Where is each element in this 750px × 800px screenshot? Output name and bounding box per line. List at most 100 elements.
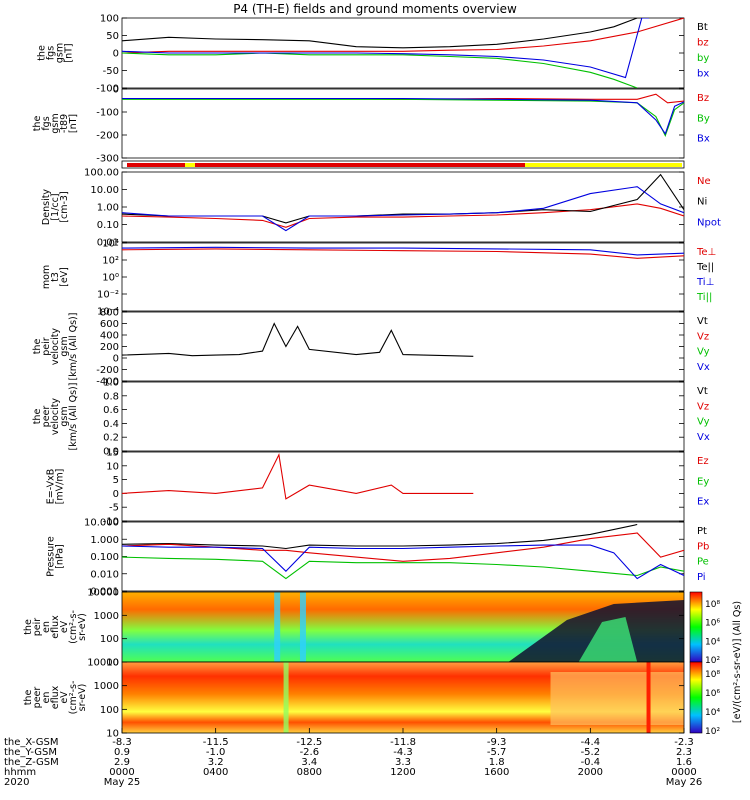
x-axis-row-label: the_Z-GSM [4, 757, 59, 768]
series-line-pressure-Pb [122, 532, 684, 562]
x-tick-label: 0.9 [114, 747, 130, 758]
y-tick-label: 0.10 [97, 220, 119, 231]
series-line-density-Ne [122, 203, 684, 228]
y-axis-label: the [32, 116, 43, 132]
y-axis-label: [nPa] [55, 544, 66, 569]
legend-entry: Vx [697, 432, 710, 443]
legend-entry: by [697, 53, 709, 64]
y-tick-label: 1.0 [103, 378, 119, 389]
y-tick-label: -400 [96, 377, 119, 388]
legend-entry: Ex [697, 497, 709, 508]
y-axis-label: [cm-3] [59, 191, 70, 222]
spectrogram-dropout [283, 662, 289, 733]
x-tick-label: 1200 [390, 767, 415, 778]
colorbar-tick-label: 10⁴ [705, 637, 720, 647]
y-tick-label: 0.0 [103, 447, 119, 458]
legend-entry: bz [697, 38, 709, 49]
panel-frame-density [121, 171, 685, 243]
series-line-pressure-Pi [122, 544, 684, 580]
x-axis-row-label: the_X-GSM [4, 737, 58, 748]
x-tick-label: -5.7 [487, 747, 507, 758]
colorbar [689, 661, 703, 734]
x-tick-label: -11.5 [203, 737, 229, 748]
x-tick-label: -4.3 [393, 747, 413, 758]
series-line-peir-velocity-Vt [122, 322, 474, 357]
x-tick-label: 0400 [203, 767, 228, 778]
legend-entry: Pe [697, 557, 709, 568]
y-tick-label: -100 [96, 84, 119, 95]
y-tick-label: 100 [100, 705, 119, 716]
y-axis-label: [eV] [59, 267, 70, 287]
legend-entry: Vy [697, 347, 710, 358]
y-tick-label: -100 [96, 108, 119, 119]
y-tick-label: 5 [113, 475, 119, 486]
legend-entry: Pt [697, 526, 707, 537]
y-tick-label: 1000 [94, 681, 119, 692]
x-tick-label: -12.5 [296, 737, 322, 748]
y-axis-label: the [32, 409, 43, 425]
x-tick-label: -2.6 [300, 747, 320, 758]
legend-entry: bx [697, 69, 709, 80]
y-axis-label: velocity [50, 398, 61, 436]
legend-entry: Npot [697, 217, 721, 228]
panel-frame-peir-velocity [121, 311, 685, 382]
series-line-pressure-Pt [122, 523, 638, 550]
y-axis-label: peir [32, 618, 43, 637]
y-tick-label: 0.4 [103, 419, 119, 430]
x-tick-label: -2.3 [674, 737, 694, 748]
spectrogram-low-energy-region [508, 600, 684, 662]
y-tick-label: 200 [100, 342, 119, 353]
legend-entry: Ez [697, 456, 709, 467]
y-axis-label: eflux [50, 615, 61, 639]
panel-frame-peer-velocity [121, 381, 685, 452]
y-tick-label: 0 [113, 354, 119, 365]
legend-entry: Vt [697, 386, 708, 397]
y-axis-label: peer [41, 406, 52, 428]
y-axis-label: gsm [59, 406, 70, 426]
x-tick-label: -8.3 [112, 737, 132, 748]
x-tick-label: -11.8 [390, 737, 416, 748]
y-tick-label: 1.000 [90, 535, 119, 546]
series-line-fgs-gsm-t89-Bx [122, 97, 684, 136]
y-tick-label: 400 [100, 331, 119, 342]
y-tick-label: 50 [106, 31, 119, 42]
colorbar-tick-label: 10² [705, 656, 720, 666]
spectrogram-feature [646, 662, 651, 733]
x-tick-label: 3.4 [301, 757, 317, 768]
y-tick-label: 800 [100, 308, 119, 319]
x-tick-label: May 26 [666, 777, 703, 788]
y-tick-label: 0.6 [103, 405, 119, 416]
series-line-fgs-gsm-Bt [122, 18, 649, 49]
x-tick-label: 1.6 [676, 757, 692, 768]
spectrogram-dropout [299, 592, 306, 662]
mode-bar-segment [127, 163, 185, 167]
y-axis-label: [nT] [64, 43, 75, 62]
y-axis-label: the [32, 339, 43, 355]
y-axis-label: (cm²-s- [68, 681, 79, 715]
y-tick-label: 0 [113, 85, 119, 96]
spectrogram-dropout [274, 592, 281, 662]
y-axis-label: peir [41, 337, 52, 356]
y-axis-label: eV [59, 691, 70, 704]
x-axis-row-label: hhmm [4, 767, 36, 778]
y-axis-label: velocity [50, 328, 61, 366]
y-axis-label: fgs [46, 46, 57, 60]
x-tick-label: 2.3 [676, 747, 692, 758]
x-tick-label: 0000 [109, 767, 134, 778]
panel-frame-efield [121, 451, 685, 522]
x-tick-label: 0800 [297, 767, 322, 778]
y-tick-label: 15 [106, 448, 119, 459]
x-tick-label: 1.8 [489, 757, 505, 768]
legend-entry: Ti|| [696, 292, 712, 303]
x-tick-label: 2.9 [114, 757, 130, 768]
y-tick-label: 0.100 [90, 552, 119, 563]
y-tick-label: 10⁴ [102, 239, 119, 250]
legend-entry: By [697, 113, 710, 124]
y-tick-label: -300 [96, 154, 119, 165]
x-tick-label: 3.2 [208, 757, 224, 768]
y-tick-label: 10.00 [90, 185, 119, 196]
y-tick-label: 1000 [94, 611, 119, 622]
y-tick-label: 100 [100, 634, 119, 645]
x-tick-label: -1.0 [206, 747, 226, 758]
